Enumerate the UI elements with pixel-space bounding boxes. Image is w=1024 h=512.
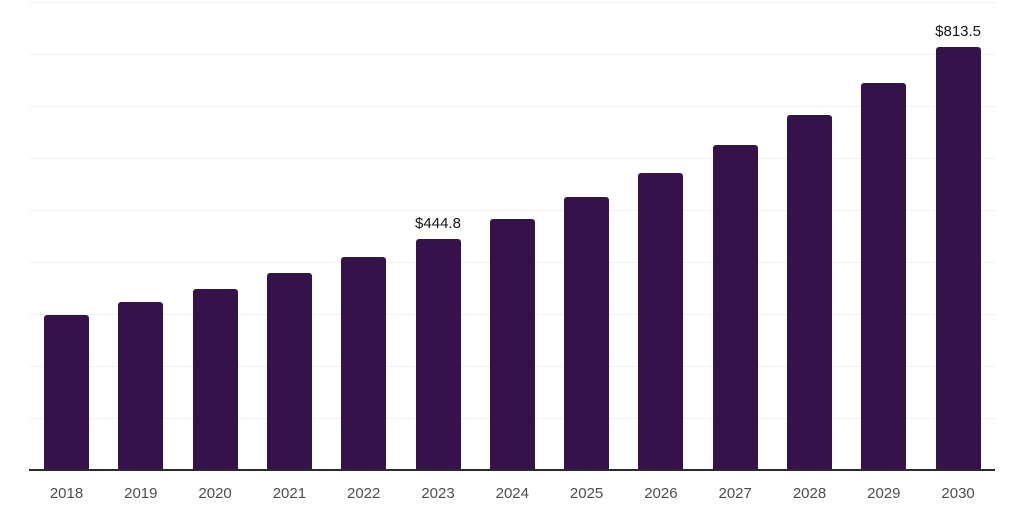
bar [787, 114, 832, 470]
x-axis-tick-label: 2030 [941, 485, 975, 502]
bar [192, 288, 238, 470]
bar [266, 273, 312, 470]
x-axis-tick-label: 2023 [421, 485, 455, 502]
x-axis-tick-label: 2020 [198, 485, 232, 502]
bar [861, 82, 907, 470]
bar [341, 256, 387, 470]
bar-value-label: $813.5 [935, 22, 982, 40]
x-axis-tick-label: 2024 [495, 485, 529, 502]
bar [489, 218, 535, 470]
bar [935, 46, 981, 470]
gridline [30, 53, 995, 55]
bar [44, 314, 89, 470]
bar [118, 301, 164, 470]
x-axis-tick-label: 2021 [272, 485, 307, 502]
gridline [30, 157, 995, 159]
gridline [30, 1, 995, 3]
plot-area: $444.8 $813.5 [30, 1, 995, 470]
x-axis-labels: 2018 2019 2020 2021 2022 2023 2024 2025 2026 2027… [30, 486, 995, 506]
gridline [30, 105, 995, 107]
bar [415, 238, 461, 470]
x-axis-tick-label: 2022 [347, 485, 381, 502]
x-axis-tick-label: 2027 [718, 485, 752, 502]
bar [564, 196, 610, 470]
x-axis-tick-label: 2028 [792, 485, 827, 502]
x-axis-tick-label: 2029 [867, 485, 901, 502]
bar [712, 144, 758, 470]
x-axis-tick-label: 2019 [124, 485, 158, 502]
bar [638, 172, 684, 470]
gridline [30, 209, 995, 211]
bar-value-label: $444.8 [415, 214, 461, 232]
x-axis-tick-label: 2026 [644, 485, 678, 502]
x-axis-tick-label: 2018 [49, 485, 84, 502]
x-axis-line [29, 469, 995, 471]
x-axis-tick-label: 2025 [569, 485, 604, 502]
